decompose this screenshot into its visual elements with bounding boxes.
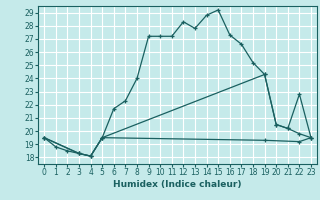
X-axis label: Humidex (Indice chaleur): Humidex (Indice chaleur) (113, 180, 242, 189)
